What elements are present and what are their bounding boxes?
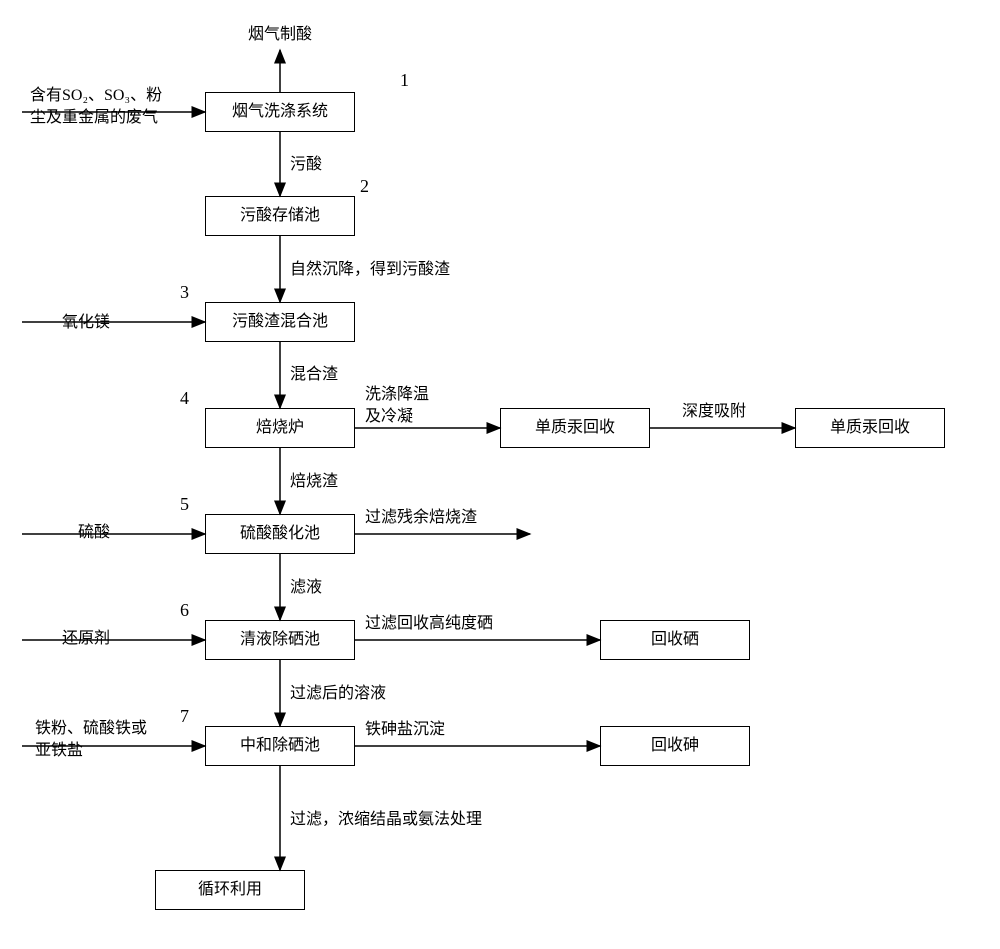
num-4: 4 (180, 388, 189, 409)
box-n6a-label: 回收硒 (651, 630, 699, 651)
box-n7-label: 中和除硒池 (240, 736, 320, 757)
box-n6: 清液除硒池 (205, 620, 355, 660)
box-n4b: 单质汞回收 (795, 408, 945, 448)
lbl-e4r2: 深度吸附 (682, 402, 746, 423)
lbl-in6: 还原剂 (62, 629, 110, 650)
lbl-in5: 硫酸 (78, 523, 110, 544)
lbl-e78: 过滤，浓缩结晶或氨法处理 (290, 810, 482, 831)
box-n4a: 单质汞回收 (500, 408, 650, 448)
box-n5-label: 硫酸酸化池 (240, 524, 320, 545)
lbl-e6r: 过滤回收高纯度硒 (365, 614, 493, 635)
box-n5: 硫酸酸化池 (205, 514, 355, 554)
box-n4a-label: 单质汞回收 (535, 418, 615, 439)
lbl-e4r: 洗涤降温及冷凝 (365, 384, 465, 427)
arrows-layer (0, 0, 1000, 949)
num-2: 2 (360, 176, 369, 197)
box-n6-label: 清液除硒池 (240, 630, 320, 651)
lbl-in7: 铁粉、硫酸铁或亚铁盐 (35, 718, 175, 761)
box-n8: 循环利用 (155, 870, 305, 910)
lbl-in3: 氧化镁 (62, 313, 110, 334)
lbl-e56: 滤液 (290, 578, 322, 599)
num-1: 1 (400, 70, 409, 91)
box-n4b-label: 单质汞回收 (830, 418, 910, 439)
lbl-e34: 混合渣 (290, 365, 338, 386)
box-n8-label: 循环利用 (198, 880, 262, 901)
lbl-in1: 含有SO₂、SO₃、粉尘及重金属的废气 (30, 85, 190, 128)
lbl-e23: 自然沉降，得到污酸渣 (290, 260, 450, 281)
lbl-e12: 污酸 (290, 155, 322, 176)
box-n4: 焙烧炉 (205, 408, 355, 448)
box-n7a-label: 回收砷 (651, 736, 699, 757)
box-n6a: 回收硒 (600, 620, 750, 660)
box-n2: 污酸存储池 (205, 196, 355, 236)
box-n1-label: 烟气洗涤系统 (232, 102, 328, 123)
box-n2-label: 污酸存储池 (240, 206, 320, 227)
num-6: 6 (180, 600, 189, 621)
lbl-e67: 过滤后的溶液 (290, 684, 386, 705)
box-n4-label: 焙烧炉 (256, 418, 304, 439)
box-n7: 中和除硒池 (205, 726, 355, 766)
lbl-e5r: 过滤残余焙烧渣 (365, 508, 477, 529)
num-7: 7 (180, 706, 189, 727)
num-5: 5 (180, 494, 189, 515)
lbl-top-out: 烟气制酸 (248, 25, 312, 46)
lbl-e45: 焙烧渣 (290, 472, 338, 493)
lbl-e7r: 铁砷盐沉淀 (365, 720, 445, 741)
num-3: 3 (180, 282, 189, 303)
box-n3-label: 污酸渣混合池 (232, 312, 328, 333)
box-n1: 烟气洗涤系统 (205, 92, 355, 132)
box-n7a: 回收砷 (600, 726, 750, 766)
box-n3: 污酸渣混合池 (205, 302, 355, 342)
